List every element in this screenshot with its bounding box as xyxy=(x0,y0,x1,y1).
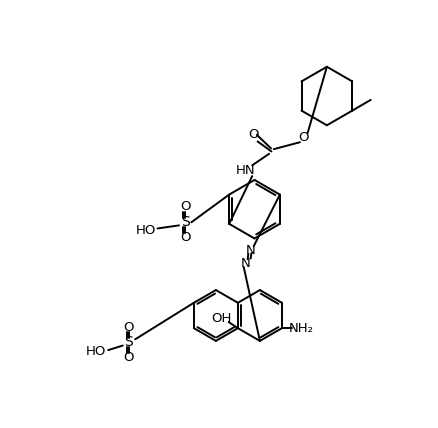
Text: S: S xyxy=(181,215,190,229)
Text: HO: HO xyxy=(136,223,156,237)
Text: O: O xyxy=(299,131,309,144)
Text: NH₂: NH₂ xyxy=(289,322,314,335)
Text: O: O xyxy=(124,351,134,364)
Text: HN: HN xyxy=(236,164,255,177)
Text: HO: HO xyxy=(85,345,106,358)
Text: O: O xyxy=(180,200,191,214)
Text: O: O xyxy=(248,128,259,141)
Text: O: O xyxy=(124,321,134,333)
Text: OH: OH xyxy=(211,312,231,325)
Text: S: S xyxy=(125,336,133,349)
Text: O: O xyxy=(180,231,191,244)
Text: N: N xyxy=(240,257,250,270)
Text: N: N xyxy=(246,244,255,256)
